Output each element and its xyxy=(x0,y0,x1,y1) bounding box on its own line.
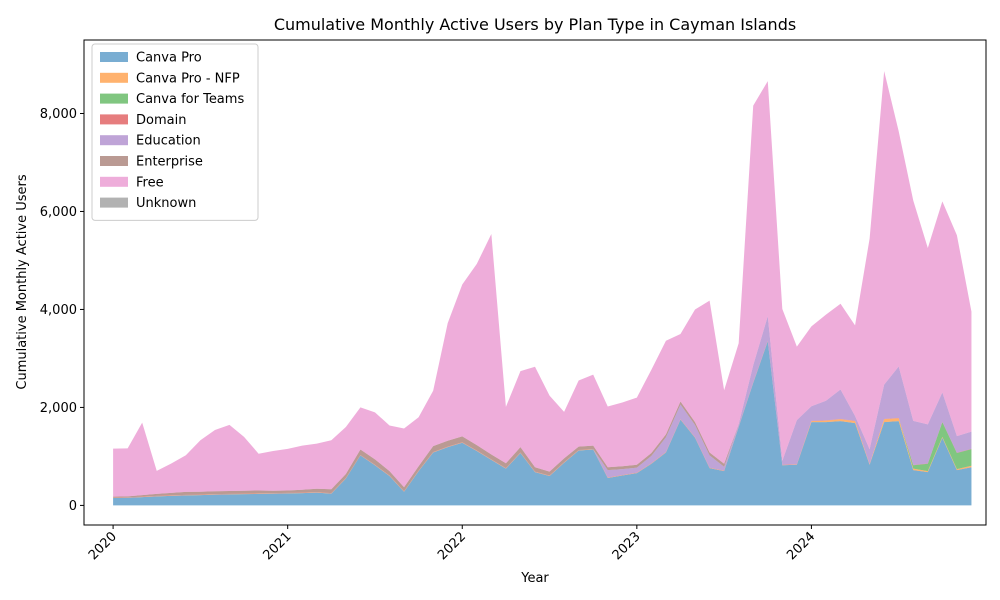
area-education xyxy=(113,316,972,498)
chart-title: Cumulative Monthly Active Users by Plan … xyxy=(274,15,796,34)
legend-entry-label: Canva Pro xyxy=(136,51,202,66)
legend-swatch xyxy=(100,156,128,166)
legend-box xyxy=(91,43,259,221)
area-series-group xyxy=(113,71,972,506)
legend-swatch xyxy=(100,52,128,62)
x-axis-label: Year xyxy=(520,571,549,586)
legend-swatch xyxy=(100,135,128,146)
y-tick-label: 8,000 xyxy=(40,107,77,122)
legend: Canva Pro Canva Pro - NFP Canva for Teams D… xyxy=(91,43,259,221)
area-free xyxy=(113,71,972,497)
y-tick-label: 0 xyxy=(69,499,77,514)
legend-entry-label: Canva Pro - NFP xyxy=(136,71,240,86)
legend-swatch xyxy=(100,93,128,104)
legend-entry-label: Domain xyxy=(136,113,186,128)
y-tick-label: 6,000 xyxy=(40,205,77,220)
legend-swatch xyxy=(100,176,128,187)
y-axis-ticks: 0 2,000 4,000 6,000 8,000 xyxy=(40,107,84,514)
y-axis-label: Cumulative Monthly Active Users xyxy=(15,174,30,389)
legend-swatch xyxy=(100,114,128,125)
legend-entry-label: Free xyxy=(136,175,164,190)
legend-entry-label: Enterprise xyxy=(136,155,203,170)
legend-entry-label: Canva for Teams xyxy=(136,92,244,107)
legend-swatch xyxy=(100,72,128,83)
plot-frame xyxy=(83,39,987,526)
legend-entry-label: Unknown xyxy=(136,196,196,211)
y-tick-label: 4,000 xyxy=(40,303,77,318)
y-tick-label: 2,000 xyxy=(40,401,77,416)
area-canva-pro xyxy=(113,341,972,506)
legend-entry-label: Education xyxy=(136,134,201,149)
legend-swatch xyxy=(100,197,128,208)
